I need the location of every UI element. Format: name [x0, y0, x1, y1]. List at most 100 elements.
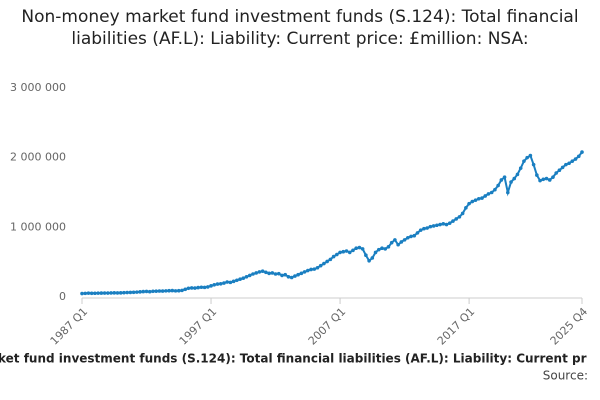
- point: [83, 291, 88, 296]
- point: [109, 291, 113, 295]
- point: [483, 194, 488, 198]
- point: [96, 291, 100, 295]
- y-tick-label: 3 000 000: [10, 81, 66, 94]
- point: [180, 288, 184, 293]
- point: [344, 249, 349, 253]
- point: [415, 231, 420, 235]
- point: [202, 285, 207, 290]
- point: [441, 222, 446, 226]
- point: [515, 172, 520, 177]
- point: [331, 254, 336, 259]
- point: [157, 289, 162, 293]
- y-tick-label: 0: [59, 290, 66, 303]
- point: [196, 285, 200, 290]
- point: [257, 270, 262, 274]
- point: [128, 290, 133, 295]
- point: [370, 256, 375, 260]
- point: [99, 291, 104, 295]
- point: [93, 291, 97, 296]
- point: [496, 183, 500, 188]
- point: [396, 242, 400, 247]
- point: [567, 161, 571, 166]
- point: [296, 272, 300, 277]
- point: [293, 274, 297, 278]
- point: [264, 270, 268, 275]
- point: [218, 281, 223, 286]
- point: [457, 215, 462, 219]
- point: [206, 285, 210, 289]
- point: [189, 286, 194, 290]
- point: [447, 221, 452, 225]
- point: [383, 247, 388, 251]
- point: [431, 224, 436, 228]
- point: [493, 187, 497, 192]
- point: [535, 173, 539, 177]
- point: [425, 226, 429, 230]
- point: [470, 199, 475, 204]
- point: [347, 250, 352, 255]
- point: [122, 290, 126, 295]
- point: [322, 261, 326, 266]
- point: [560, 165, 565, 170]
- point: [476, 196, 481, 201]
- point: [283, 272, 288, 277]
- y-tick-label: 2 000 000: [10, 151, 66, 164]
- point: [267, 271, 271, 276]
- point: [138, 290, 142, 294]
- point: [544, 176, 549, 181]
- point: [444, 222, 449, 227]
- point: [509, 180, 513, 184]
- point: [186, 286, 191, 291]
- point: [486, 192, 491, 196]
- point: [276, 271, 281, 276]
- point: [160, 289, 165, 293]
- point: [402, 238, 407, 242]
- point: [193, 286, 197, 290]
- point: [199, 285, 204, 290]
- point: [422, 226, 426, 231]
- point: [260, 269, 265, 274]
- point: [289, 275, 294, 280]
- point: [306, 268, 310, 273]
- point: [554, 171, 558, 175]
- point: [86, 291, 91, 295]
- point: [235, 278, 239, 283]
- point: [376, 247, 381, 252]
- point: [373, 250, 378, 255]
- x-tick-label: 2025 Q4: [548, 305, 591, 348]
- point: [528, 153, 533, 158]
- point: [393, 238, 397, 242]
- point: [360, 247, 365, 251]
- point: [231, 279, 236, 284]
- point: [570, 159, 575, 163]
- point: [354, 246, 358, 251]
- point: [115, 291, 120, 295]
- point: [454, 217, 458, 221]
- point: [518, 166, 523, 170]
- point: [151, 289, 155, 294]
- point: [80, 291, 84, 296]
- point: [341, 249, 346, 254]
- point: [209, 284, 213, 288]
- point: [212, 283, 217, 287]
- point: [438, 222, 442, 227]
- x-tick-label: 2017 Q1: [435, 305, 478, 348]
- point: [273, 272, 278, 276]
- point: [241, 276, 246, 280]
- point: [357, 245, 362, 250]
- point: [467, 201, 471, 206]
- point: [367, 258, 371, 263]
- point: [338, 250, 342, 255]
- point: [173, 289, 178, 293]
- point: [309, 267, 313, 272]
- point: [502, 175, 507, 179]
- point: [286, 274, 291, 279]
- point: [154, 289, 158, 293]
- point: [328, 257, 333, 262]
- point: [473, 198, 478, 202]
- point: [270, 271, 275, 275]
- point: [315, 265, 320, 270]
- chart-title: Non-money market fund investment funds (…: [21, 7, 579, 49]
- point: [380, 246, 384, 251]
